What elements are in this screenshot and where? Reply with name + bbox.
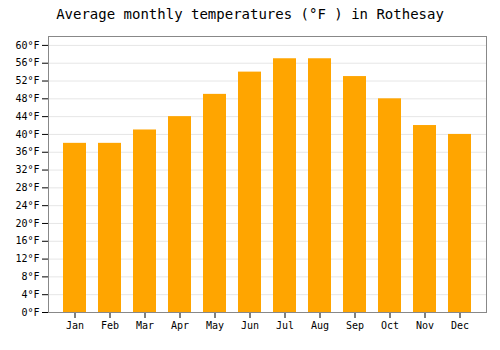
svg-text:28°F: 28°F: [15, 182, 39, 193]
svg-text:Mar: Mar: [136, 320, 154, 331]
svg-text:32°F: 32°F: [15, 164, 39, 175]
svg-text:Feb: Feb: [101, 320, 119, 331]
svg-text:Aug: Aug: [311, 320, 329, 331]
svg-text:May: May: [206, 320, 224, 331]
svg-text:16°F: 16°F: [15, 235, 39, 246]
svg-text:40°F: 40°F: [15, 129, 39, 140]
svg-text:Apr: Apr: [171, 320, 189, 331]
svg-text:48°F: 48°F: [15, 93, 39, 104]
svg-text:44°F: 44°F: [15, 111, 39, 122]
svg-text:Dec: Dec: [451, 320, 469, 331]
svg-text:52°F: 52°F: [15, 75, 39, 86]
svg-text:12°F: 12°F: [15, 253, 39, 264]
html-text:Average monthly temperatures (: Average monthly temperatures (°F ) in Ro…: [56, 6, 444, 22]
svg-text:36°F: 36°F: [15, 146, 39, 157]
svg-text:56°F: 56°F: [15, 57, 39, 68]
svg-text:4°F: 4°F: [21, 289, 39, 300]
svg-text:Jan: Jan: [66, 320, 84, 331]
svg-text:60°F: 60°F: [15, 40, 39, 51]
svg-text:20°F: 20°F: [15, 218, 39, 229]
svg-text:Sep: Sep: [346, 320, 364, 331]
svg-text:8°F: 8°F: [21, 271, 39, 282]
svg-text:Nov: Nov: [416, 320, 434, 331]
svg-text:24°F: 24°F: [15, 200, 39, 211]
svg-text:Jul: Jul: [276, 320, 294, 331]
svg-text:Jun: Jun: [241, 320, 259, 331]
svg-text:0°F: 0°F: [21, 307, 39, 318]
svg-text:Oct: Oct: [381, 320, 399, 331]
